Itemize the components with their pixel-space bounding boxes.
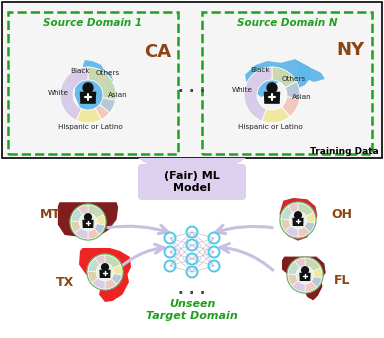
Circle shape [102,264,108,270]
Wedge shape [95,255,105,265]
Text: Training Data: Training Data [310,147,379,156]
Wedge shape [111,274,122,284]
Polygon shape [245,59,311,97]
Text: MT: MT [40,209,61,221]
Polygon shape [138,158,246,174]
Text: Others: Others [96,70,120,76]
Polygon shape [58,202,118,238]
Wedge shape [281,219,291,231]
Circle shape [301,267,308,273]
Text: Asian: Asian [108,92,128,98]
Text: Hispanic or Latino: Hispanic or Latino [58,124,122,130]
Text: OH: OH [331,209,353,221]
Wedge shape [88,271,98,283]
Polygon shape [74,60,115,120]
Wedge shape [88,67,116,100]
Wedge shape [285,226,298,237]
Wedge shape [71,208,83,221]
Polygon shape [292,218,304,226]
Polygon shape [79,248,131,302]
Bar [202,12,372,154]
Wedge shape [113,265,122,275]
Text: Source Domain 1: Source Domain 1 [43,18,142,28]
Wedge shape [99,98,116,113]
Wedge shape [88,205,103,218]
FancyBboxPatch shape [138,164,246,200]
Wedge shape [105,255,120,268]
Text: (Fair) ML
Model: (Fair) ML Model [164,171,220,193]
Text: Black: Black [250,67,270,73]
Wedge shape [281,206,293,219]
Text: Hispanic or Latino: Hispanic or Latino [238,124,302,130]
Polygon shape [264,92,280,104]
Wedge shape [76,108,101,123]
Text: Unseen
Target Domain: Unseen Target Domain [146,299,238,321]
Text: Others: Others [282,76,306,82]
Wedge shape [292,281,305,292]
Circle shape [70,204,106,240]
Wedge shape [272,67,296,88]
Circle shape [87,254,123,290]
Circle shape [280,202,316,238]
Wedge shape [313,268,322,278]
Text: Source Domain N: Source Domain N [237,18,337,28]
Text: White: White [48,90,68,96]
Circle shape [287,257,323,293]
Text: CA: CA [144,43,172,61]
Wedge shape [295,258,305,268]
Wedge shape [285,81,300,98]
Text: . . .: . . . [178,80,206,96]
Polygon shape [280,198,317,241]
Polygon shape [83,220,94,228]
Wedge shape [96,215,105,225]
Wedge shape [305,282,317,292]
Text: White: White [232,87,253,93]
Wedge shape [298,226,310,237]
Wedge shape [60,67,88,120]
Circle shape [295,212,301,218]
Wedge shape [94,224,105,234]
Wedge shape [95,104,109,120]
Text: TX: TX [56,275,74,289]
Bar [2,2,382,158]
Text: . . .: . . . [178,283,206,297]
Polygon shape [282,257,326,300]
Polygon shape [295,59,325,82]
Wedge shape [88,258,100,271]
Wedge shape [305,258,320,271]
Text: Asian: Asian [292,94,312,100]
Circle shape [84,214,91,220]
Circle shape [83,83,93,93]
Wedge shape [92,278,105,289]
Wedge shape [105,279,117,289]
Text: Black: Black [70,68,90,74]
Circle shape [267,83,277,93]
Text: FL: FL [334,273,350,287]
Text: NY: NY [336,41,364,59]
Polygon shape [300,273,311,281]
Wedge shape [244,67,272,121]
Wedge shape [311,277,322,287]
Wedge shape [304,222,315,233]
Wedge shape [288,203,298,213]
Wedge shape [288,261,300,274]
Wedge shape [262,106,290,123]
Wedge shape [288,274,298,286]
Wedge shape [281,97,300,117]
Polygon shape [99,270,111,278]
Wedge shape [88,228,99,239]
Wedge shape [75,228,88,239]
Polygon shape [80,92,96,104]
Wedge shape [298,203,313,216]
Wedge shape [306,213,315,223]
Wedge shape [78,205,88,215]
Bar [8,12,178,154]
Wedge shape [71,221,81,233]
